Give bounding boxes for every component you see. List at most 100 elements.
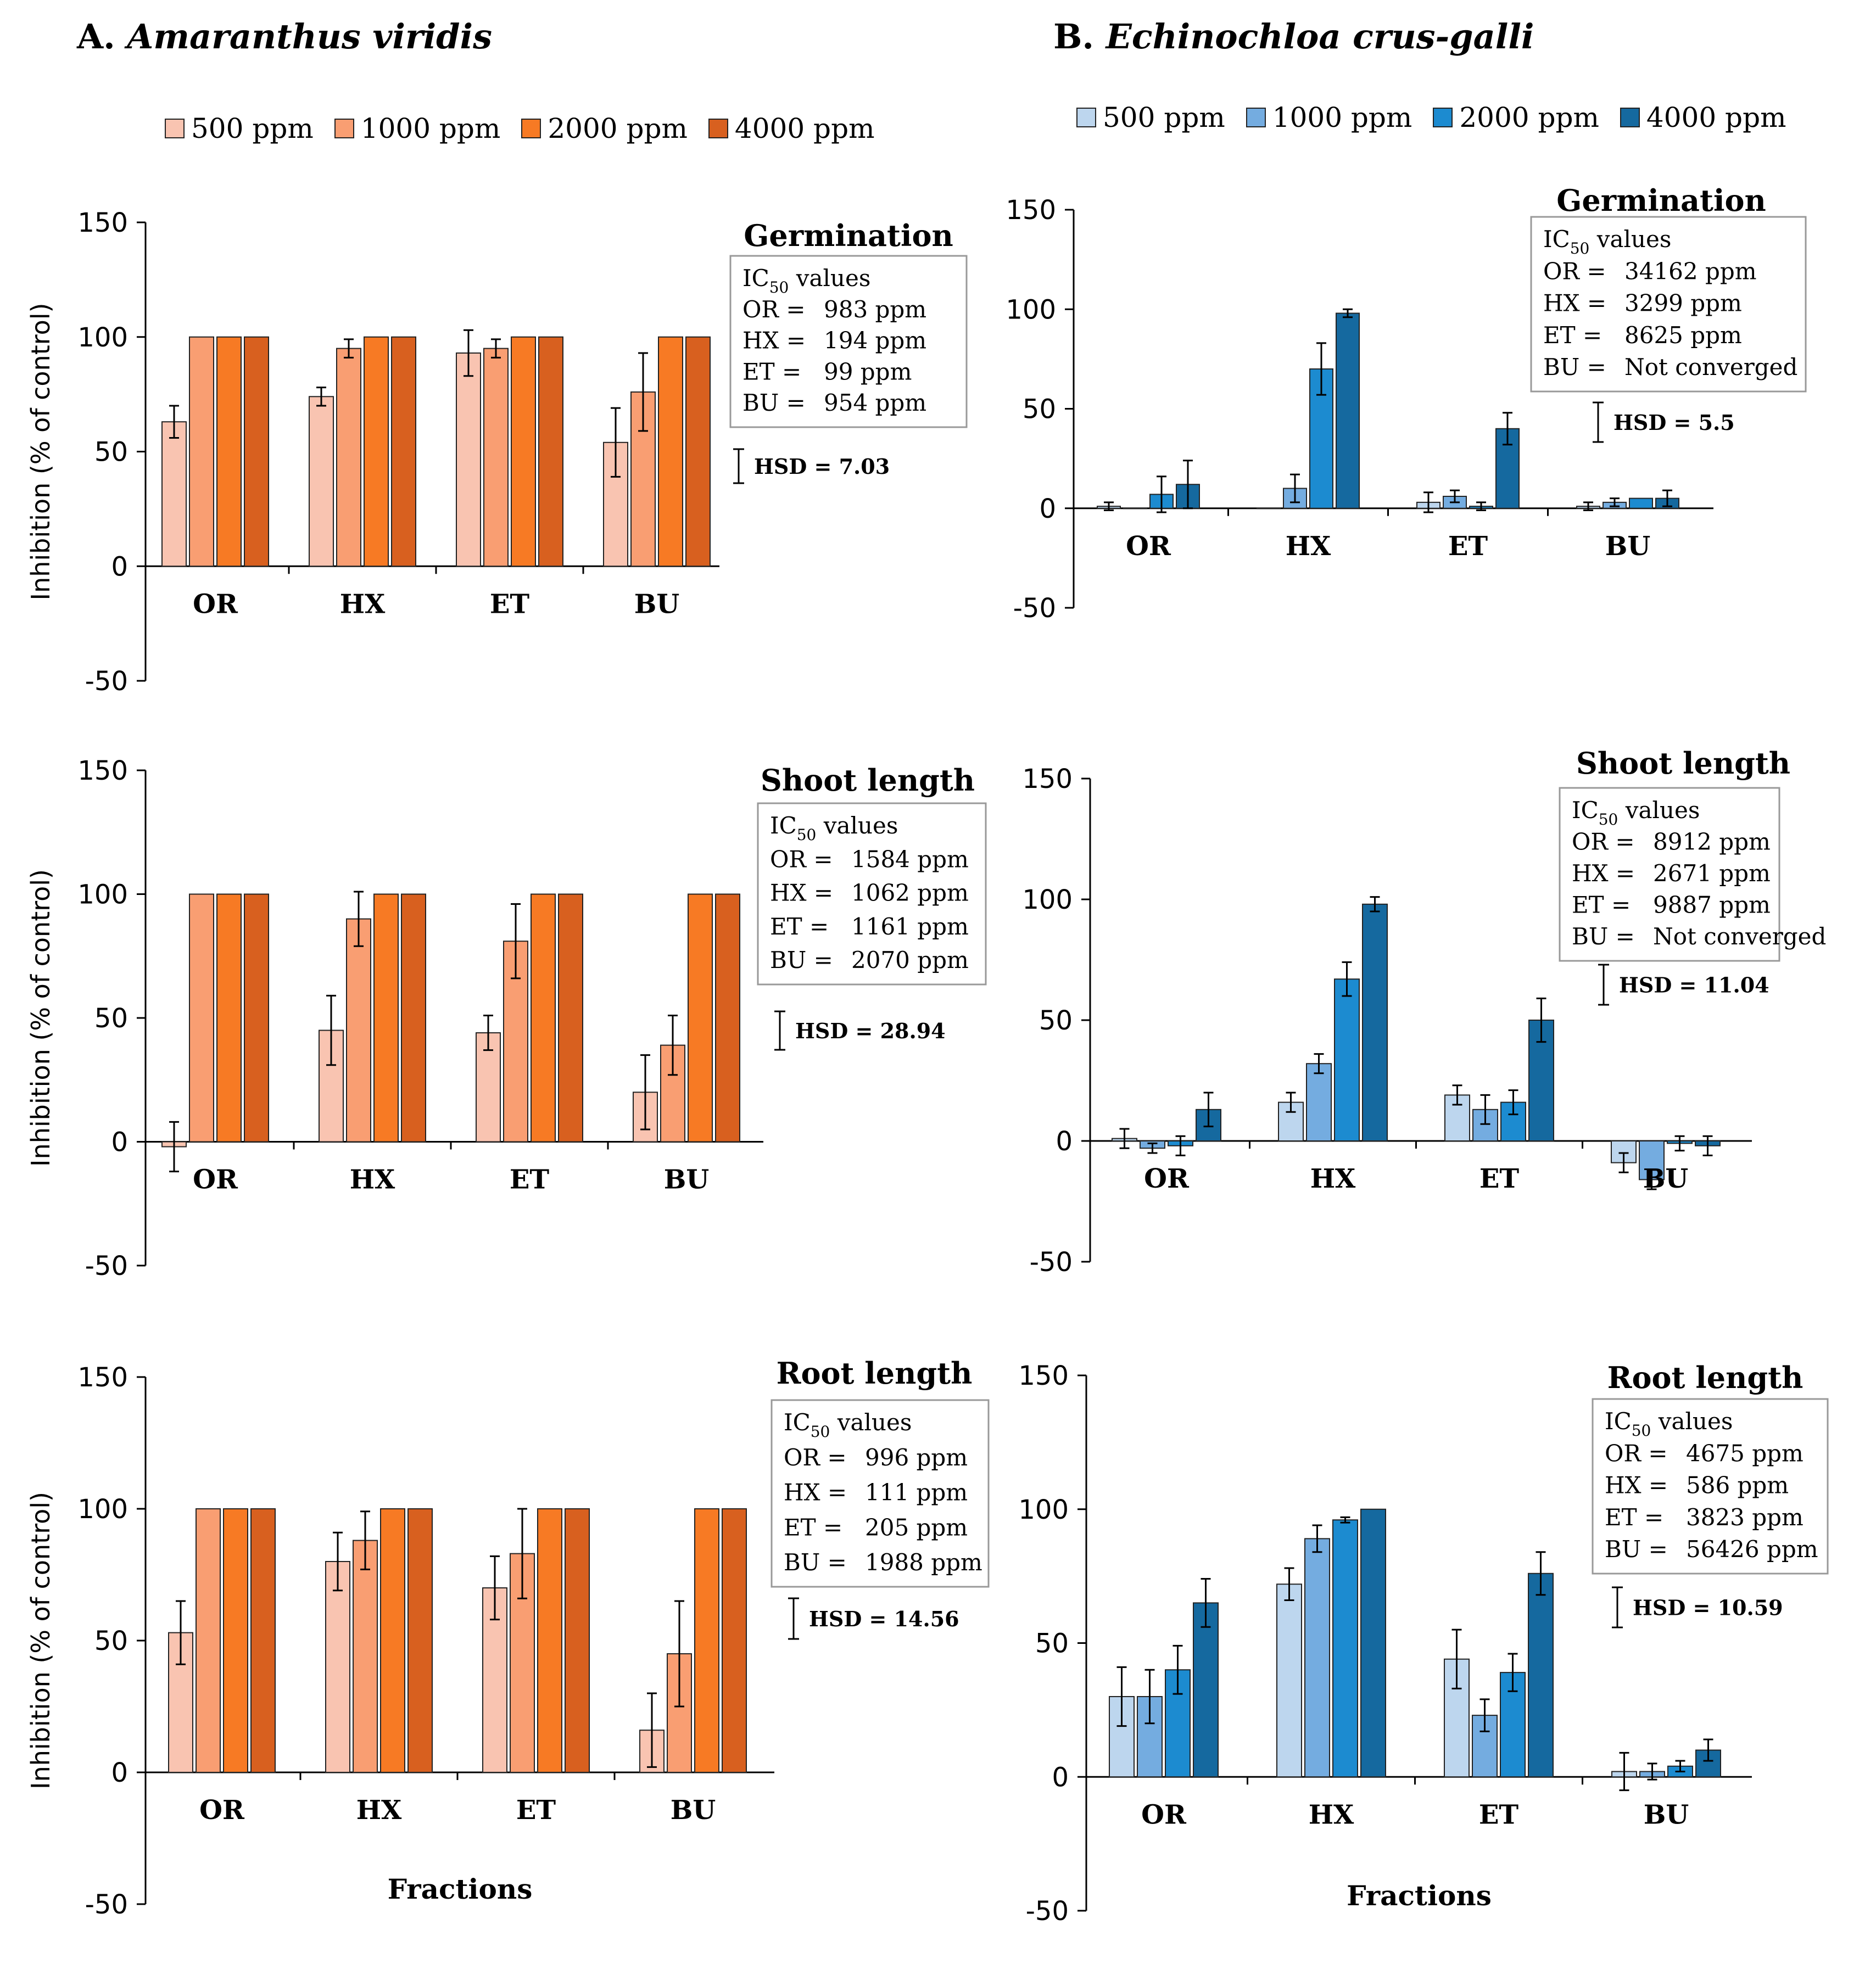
bar-hx-2000 <box>380 1508 405 1773</box>
ic50-fraction-label: OR = <box>742 296 806 323</box>
y-tick-label: 100 <box>77 880 128 910</box>
bar-et-4000 <box>1495 428 1520 509</box>
bar-et-2000 <box>531 893 556 1143</box>
bar-hx-4000 <box>1336 312 1360 509</box>
x-category-label-bu: BU <box>1605 531 1650 562</box>
chart-title: Shoot length <box>761 763 975 798</box>
x-category-label-et: ET <box>1479 1163 1520 1194</box>
x-category-label-bu: BU <box>1643 1163 1688 1194</box>
x-category-label-et: ET <box>1479 1799 1519 1830</box>
ic50-value: 34162 ppm <box>1624 258 1757 284</box>
ic50-header: IC50 values <box>784 1409 912 1441</box>
ic50-value: 983 ppm <box>824 296 926 323</box>
x-category-label-or: OR <box>1126 531 1171 562</box>
ic50-value: Not converged <box>1624 354 1797 380</box>
bar-hx-1000 <box>336 348 361 567</box>
chart-A-germination: 150 100 50 0 -50 Inhibition (% of control) OR H… <box>26 208 968 697</box>
panel-a-title: A. Amaranthus viridis <box>77 16 492 57</box>
bar-et-1000 <box>483 348 509 567</box>
legend-b-item-2000: 2000 ppm <box>1433 102 1599 133</box>
ic50-fraction-label: BU = <box>1572 923 1635 950</box>
bar-hx-2000 <box>373 893 399 1143</box>
y-tick-label: 0 <box>1052 1762 1069 1793</box>
bar-bu-4000 <box>685 336 711 567</box>
x-category-label-or: OR <box>199 1795 245 1826</box>
ic50-header: IC50 values <box>1605 1408 1733 1440</box>
ic50-value: 1988 ppm <box>865 1549 982 1576</box>
x-axis-label: Fractions <box>388 1873 533 1905</box>
x-category-label-or: OR <box>1144 1163 1190 1194</box>
ic50-fraction-label: HX = <box>1543 290 1606 317</box>
legend-label: 500 ppm <box>191 113 314 144</box>
ic50-fraction-label: OR = <box>1572 829 1635 855</box>
hsd-label: HSD = 10.59 <box>1633 1596 1783 1620</box>
ic50-value: 2070 ppm <box>851 947 969 973</box>
y-axis-label: Inhibition (% of control) <box>26 869 55 1167</box>
ic50-fraction-label: HX = <box>1572 860 1635 887</box>
chart-title: Root length <box>1607 1360 1804 1395</box>
x-category-label-et: ET <box>490 589 530 619</box>
chart-title: Shoot length <box>1576 746 1790 781</box>
ic50-value: 2671 ppm <box>1653 860 1771 887</box>
chart-title: Root length <box>777 1356 973 1391</box>
ic50-box <box>1559 787 1780 962</box>
bar-hx-4000 <box>407 1508 433 1773</box>
bar-hx-500 <box>1257 507 1281 510</box>
ic50-box <box>729 255 968 428</box>
ic50-box <box>1592 1398 1829 1575</box>
ic50-fraction-label: HX = <box>1605 1472 1668 1499</box>
ic50-value: 111 ppm <box>865 1479 968 1506</box>
hsd-label: HSD = 14.56 <box>809 1607 959 1631</box>
panel-b-title: B. Echinochloa crus-galli <box>1053 16 1534 57</box>
legend-b-item-4000: 4000 ppm <box>1620 102 1786 133</box>
legend-a-item-2000: 2000 ppm <box>521 113 688 144</box>
y-tick-label: 50 <box>94 1626 128 1657</box>
ic50-value: 586 ppm <box>1686 1472 1789 1499</box>
bar-or-4000 <box>250 1508 276 1773</box>
x-category-label-et: ET <box>510 1165 550 1195</box>
hsd-label: HSD = 7.03 <box>754 454 890 479</box>
bar-hx-4000 <box>1360 1508 1386 1778</box>
ic50-fraction-label: BU = <box>784 1549 847 1576</box>
ic50-fraction-label: BU = <box>770 947 833 973</box>
legend-swatch <box>521 119 541 138</box>
ic50-fraction-label: OR = <box>1605 1440 1668 1467</box>
chart-title: Germination <box>1556 183 1766 218</box>
bar-or-1000 <box>1123 507 1147 510</box>
hsd-label: HSD = 5.5 <box>1613 410 1735 435</box>
ic50-value: 1584 ppm <box>851 846 969 872</box>
ic50-fraction-label: BU = <box>1543 354 1606 380</box>
bar-or-2000 <box>216 893 242 1143</box>
x-category-label-hx: HX <box>1286 531 1331 562</box>
ic50-value: 1161 ppm <box>851 913 969 940</box>
bar-et-1000 <box>503 941 528 1143</box>
y-tick-label: 0 <box>1039 494 1056 524</box>
panel-a-letter: A. <box>77 16 115 57</box>
y-tick-label: 150 <box>77 756 128 786</box>
y-tick-label: 100 <box>1006 294 1056 325</box>
bar-bu-2000 <box>688 893 713 1143</box>
bar-bu-2000 <box>1629 497 1653 509</box>
ic50-value: 194 ppm <box>824 327 926 354</box>
ic50-value: 954 ppm <box>824 389 926 416</box>
ic50-header: IC50 values <box>770 812 898 844</box>
bar-hx-500 <box>309 396 334 567</box>
bar-or-2000 <box>223 1508 248 1773</box>
y-tick-label: 0 <box>1056 1126 1073 1157</box>
y-tick-label: 150 <box>77 208 128 238</box>
y-tick-label: 0 <box>111 1127 128 1158</box>
ic50-value: 9887 ppm <box>1653 892 1771 919</box>
bar-bu-2000 <box>658 336 683 567</box>
y-tick-label: 50 <box>1035 1629 1069 1659</box>
legend-a-item-4000: 4000 ppm <box>708 113 875 144</box>
hsd-label: HSD = 28.94 <box>795 1019 946 1043</box>
ic50-box <box>1530 216 1807 393</box>
legend-label: 1000 ppm <box>1272 102 1412 133</box>
bar-bu-2000 <box>694 1508 719 1773</box>
y-tick-label: 100 <box>1018 1495 1069 1525</box>
bar-et-4000 <box>558 893 583 1143</box>
x-category-label-or: OR <box>193 589 238 619</box>
y-tick-label: 150 <box>1006 195 1056 226</box>
x-axis-label: Fractions <box>1347 1879 1492 1912</box>
y-tick-label: 100 <box>77 1494 128 1525</box>
